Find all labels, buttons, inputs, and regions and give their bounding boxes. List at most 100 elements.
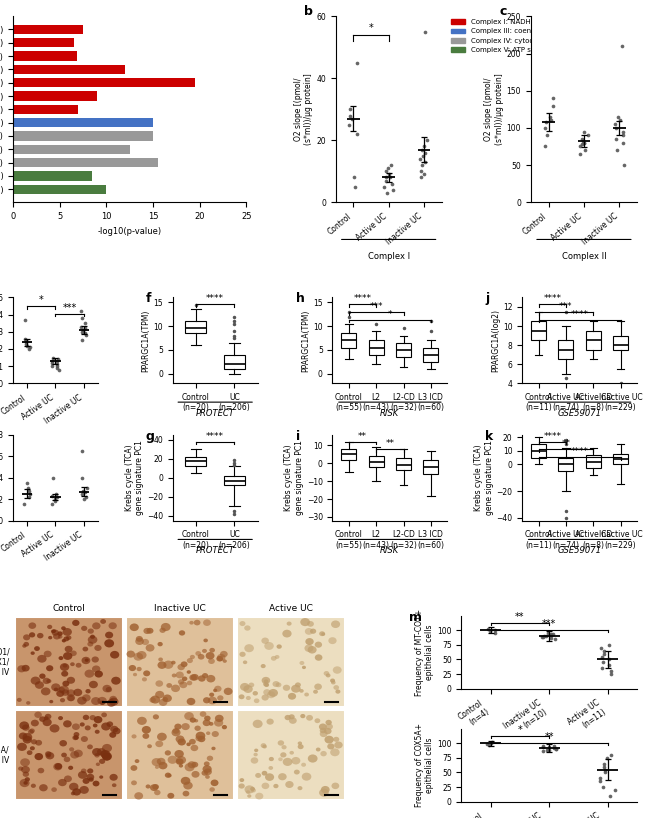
Circle shape bbox=[70, 751, 79, 758]
Circle shape bbox=[272, 681, 280, 687]
Circle shape bbox=[44, 717, 49, 720]
Text: g: g bbox=[146, 429, 155, 443]
Circle shape bbox=[181, 662, 188, 667]
Point bbox=[417, 149, 428, 162]
Point bbox=[599, 757, 610, 771]
Circle shape bbox=[102, 753, 112, 761]
Circle shape bbox=[77, 697, 86, 704]
Text: PROTECT: PROTECT bbox=[196, 546, 235, 555]
Text: GSE59071: GSE59071 bbox=[558, 546, 602, 555]
PathPatch shape bbox=[341, 333, 356, 348]
Point bbox=[380, 164, 391, 178]
Text: ****: **** bbox=[571, 447, 589, 456]
Circle shape bbox=[18, 665, 26, 672]
Point bbox=[582, 128, 593, 142]
Circle shape bbox=[75, 663, 81, 667]
Bar bbox=[13, 185, 107, 194]
Circle shape bbox=[23, 771, 29, 777]
Text: ***: *** bbox=[62, 303, 77, 313]
Circle shape bbox=[190, 717, 196, 723]
Point bbox=[595, 771, 606, 784]
Circle shape bbox=[209, 693, 215, 697]
Circle shape bbox=[283, 757, 292, 766]
Circle shape bbox=[333, 667, 342, 674]
Circle shape bbox=[220, 651, 228, 658]
Circle shape bbox=[184, 712, 194, 720]
Circle shape bbox=[304, 645, 313, 652]
Point bbox=[52, 354, 62, 367]
Point bbox=[610, 118, 620, 131]
Point bbox=[420, 25, 430, 38]
Point bbox=[485, 625, 495, 638]
Circle shape bbox=[21, 665, 30, 672]
Circle shape bbox=[206, 675, 215, 682]
Point bbox=[417, 159, 427, 172]
Circle shape bbox=[22, 725, 30, 730]
Circle shape bbox=[62, 663, 67, 667]
Circle shape bbox=[269, 757, 274, 762]
Text: *: * bbox=[387, 310, 392, 319]
Circle shape bbox=[331, 681, 335, 685]
Point bbox=[603, 658, 614, 672]
Circle shape bbox=[320, 751, 327, 757]
Point bbox=[489, 624, 500, 637]
Circle shape bbox=[247, 794, 252, 798]
PathPatch shape bbox=[341, 449, 356, 460]
Circle shape bbox=[39, 717, 46, 722]
Circle shape bbox=[162, 697, 168, 702]
Point bbox=[417, 143, 427, 156]
Circle shape bbox=[295, 682, 301, 687]
Circle shape bbox=[324, 671, 330, 676]
Bar bbox=[15, 710, 123, 800]
Circle shape bbox=[264, 680, 268, 683]
Circle shape bbox=[306, 715, 313, 721]
Point bbox=[77, 326, 88, 339]
Circle shape bbox=[278, 757, 283, 762]
Point bbox=[538, 741, 549, 754]
Circle shape bbox=[109, 696, 117, 702]
Circle shape bbox=[73, 749, 83, 757]
PathPatch shape bbox=[531, 321, 546, 340]
Circle shape bbox=[59, 740, 67, 747]
Circle shape bbox=[56, 690, 64, 697]
Circle shape bbox=[86, 774, 94, 780]
Circle shape bbox=[263, 744, 267, 748]
Point bbox=[415, 152, 425, 165]
Point bbox=[52, 491, 62, 504]
Point bbox=[24, 491, 34, 504]
Circle shape bbox=[131, 735, 136, 739]
Circle shape bbox=[102, 744, 112, 753]
Circle shape bbox=[189, 674, 197, 681]
Circle shape bbox=[168, 756, 177, 764]
Circle shape bbox=[67, 676, 75, 684]
Point bbox=[345, 109, 356, 122]
Point bbox=[546, 114, 556, 127]
Point bbox=[345, 103, 356, 116]
Point bbox=[600, 766, 610, 779]
Circle shape bbox=[187, 743, 191, 746]
Circle shape bbox=[171, 661, 176, 664]
Circle shape bbox=[66, 694, 75, 701]
Circle shape bbox=[109, 732, 116, 738]
PathPatch shape bbox=[423, 348, 438, 362]
Point bbox=[54, 363, 64, 376]
Point bbox=[384, 168, 394, 181]
Circle shape bbox=[52, 629, 57, 633]
Circle shape bbox=[278, 740, 284, 746]
Circle shape bbox=[20, 758, 30, 766]
Circle shape bbox=[289, 714, 294, 719]
Circle shape bbox=[179, 764, 183, 767]
Point bbox=[387, 178, 397, 191]
Point bbox=[388, 183, 398, 196]
Circle shape bbox=[203, 697, 211, 703]
Point bbox=[379, 180, 389, 193]
Circle shape bbox=[333, 737, 339, 742]
Circle shape bbox=[131, 765, 137, 771]
Circle shape bbox=[155, 766, 159, 769]
Circle shape bbox=[183, 782, 193, 789]
Point bbox=[75, 320, 86, 333]
Point bbox=[21, 335, 32, 348]
Point bbox=[611, 121, 621, 134]
Point bbox=[20, 332, 30, 345]
Circle shape bbox=[83, 715, 89, 720]
